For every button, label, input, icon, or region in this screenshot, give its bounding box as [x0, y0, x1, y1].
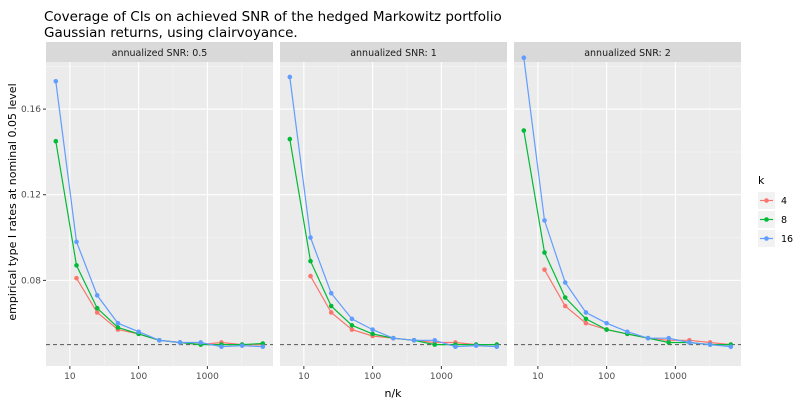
facet-strip — [280, 42, 507, 62]
panel-background — [280, 62, 507, 366]
panel-background — [46, 62, 273, 366]
x-tick-label: 1000 — [430, 372, 453, 382]
data-point-k8 — [432, 342, 438, 347]
data-point-k8 — [74, 263, 79, 268]
data-point-k16 — [453, 344, 458, 350]
y-tick-label: 0.12 — [21, 191, 41, 201]
data-point-k16 — [198, 340, 204, 345]
data-point-k8 — [370, 331, 375, 337]
data-point-k8 — [287, 136, 293, 142]
data-point-k8 — [583, 316, 589, 322]
data-point-k8 — [260, 341, 266, 346]
data-point-k16 — [74, 239, 79, 245]
data-point-k16 — [115, 320, 121, 326]
data-point-k16 — [136, 329, 141, 335]
data-point-k16 — [707, 342, 713, 347]
legend-key-point — [764, 198, 769, 203]
data-point-k16 — [328, 290, 334, 296]
x-tick-label: 10 — [298, 372, 310, 382]
x-axis-title: n/k — [384, 387, 402, 400]
data-point-k16 — [177, 340, 183, 345]
data-point-k16 — [308, 235, 313, 240]
legend-label: 8 — [781, 215, 787, 226]
data-point-k16 — [583, 310, 589, 315]
legend-key-point — [764, 217, 769, 222]
data-point-k16 — [728, 344, 734, 350]
data-point-k16 — [521, 55, 527, 61]
data-point-k16 — [287, 74, 293, 80]
data-point-k16 — [562, 280, 568, 285]
data-point-k16 — [94, 293, 100, 298]
facet-strip-label: annualized SNR: 0.5 — [112, 48, 208, 59]
data-point-k8 — [666, 340, 672, 345]
y-axis-title: empirical type I rates at nominal 0.05 l… — [6, 83, 19, 320]
data-point-k16 — [666, 335, 672, 341]
data-point-k8 — [542, 250, 547, 255]
data-point-k8 — [115, 325, 121, 330]
data-point-k4 — [562, 303, 568, 309]
data-point-k8 — [53, 138, 59, 144]
data-point-k4 — [349, 327, 355, 332]
data-point-k16 — [604, 320, 609, 326]
data-point-k8 — [349, 323, 355, 328]
data-point-k16 — [349, 316, 355, 322]
data-point-k16 — [432, 338, 438, 343]
data-point-k16 — [542, 218, 547, 223]
data-point-k4 — [583, 320, 589, 326]
data-point-k4 — [328, 310, 334, 315]
data-point-k8 — [562, 295, 568, 300]
chart-title-line-2: Gaussian returns, using clairvoyance. — [44, 25, 298, 41]
data-point-k4 — [542, 267, 547, 272]
data-point-k16 — [411, 338, 417, 343]
data-point-k16 — [625, 329, 630, 335]
data-point-k16 — [53, 78, 59, 84]
facet-panel: annualized SNR: 1 10 100 1000 — [280, 42, 507, 382]
data-point-k16 — [473, 343, 479, 348]
legend-label: 16 — [781, 234, 793, 245]
data-point-k4 — [94, 310, 100, 315]
data-point-k16 — [239, 343, 245, 348]
x-tick-label: 10 — [64, 372, 76, 382]
legend-title: k — [758, 174, 765, 187]
facet-strip — [46, 42, 273, 62]
data-point-k16 — [219, 344, 224, 350]
data-point-k8 — [604, 327, 609, 332]
y-tick-label: 0.16 — [21, 105, 41, 115]
data-point-k8 — [328, 303, 334, 309]
data-point-k16 — [645, 335, 651, 341]
data-point-k8 — [308, 258, 313, 264]
legend-key-point — [764, 236, 769, 241]
x-tick-label: 100 — [364, 372, 381, 382]
facet-strip — [514, 42, 741, 62]
data-point-k8 — [521, 128, 527, 133]
x-tick-label: 100 — [598, 372, 615, 382]
legend: k 4 8 16 — [758, 174, 793, 247]
data-point-k4 — [308, 273, 313, 279]
data-point-k8 — [94, 305, 100, 311]
data-point-k16 — [494, 344, 500, 350]
facet-panel: annualized SNR: 2 10 100 1000 — [514, 42, 741, 382]
x-tick-label: 1000 — [196, 372, 219, 382]
legend-label: 4 — [781, 196, 787, 207]
facet-strip-label: annualized SNR: 1 — [350, 48, 437, 59]
data-point-k16 — [687, 340, 692, 345]
x-tick-label: 10 — [532, 372, 544, 382]
facet-panel: annualized SNR: 0.5 10 100 1000 — [46, 42, 273, 382]
x-tick-label: 100 — [130, 372, 147, 382]
y-tick-label: 0.08 — [21, 276, 41, 286]
facet-strip-label: annualized SNR: 2 — [584, 48, 671, 59]
data-point-k16 — [370, 327, 375, 332]
data-point-k16 — [157, 338, 162, 343]
x-tick-label: 1000 — [664, 372, 687, 382]
panel-background — [514, 62, 741, 366]
data-point-k4 — [74, 275, 79, 281]
data-point-k16 — [260, 344, 266, 350]
chart-title-line-1: Coverage of CIs on achieved SNR of the h… — [44, 9, 502, 25]
data-point-k16 — [391, 335, 396, 341]
